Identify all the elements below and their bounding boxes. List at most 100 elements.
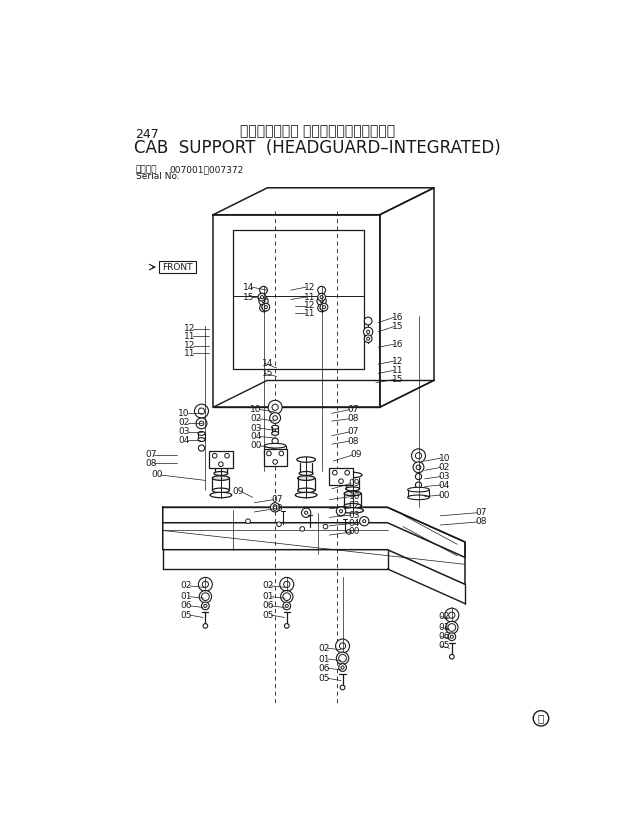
Ellipse shape bbox=[211, 457, 230, 462]
Ellipse shape bbox=[212, 476, 229, 480]
Circle shape bbox=[273, 416, 278, 420]
Circle shape bbox=[283, 581, 290, 587]
Text: 02: 02 bbox=[262, 581, 273, 590]
Circle shape bbox=[317, 286, 326, 294]
Text: 09: 09 bbox=[348, 479, 360, 488]
Text: 15: 15 bbox=[262, 369, 273, 378]
Text: 05: 05 bbox=[439, 642, 450, 651]
Circle shape bbox=[365, 335, 372, 342]
Text: 02: 02 bbox=[181, 581, 192, 590]
Circle shape bbox=[336, 507, 346, 516]
Text: 00: 00 bbox=[348, 528, 360, 537]
Text: Serial No.: Serial No. bbox=[136, 172, 179, 181]
Text: ⓤ: ⓤ bbox=[538, 714, 544, 724]
Text: 12: 12 bbox=[184, 342, 195, 350]
Circle shape bbox=[320, 295, 323, 299]
Circle shape bbox=[270, 503, 280, 512]
Circle shape bbox=[202, 581, 208, 587]
Text: 07: 07 bbox=[272, 495, 283, 504]
Text: 06: 06 bbox=[319, 664, 330, 673]
Text: 14: 14 bbox=[262, 359, 273, 368]
Circle shape bbox=[336, 653, 348, 664]
Circle shape bbox=[332, 471, 337, 475]
Circle shape bbox=[198, 408, 205, 414]
Circle shape bbox=[196, 418, 207, 429]
Text: 15: 15 bbox=[242, 293, 254, 302]
Circle shape bbox=[198, 577, 212, 591]
Circle shape bbox=[195, 404, 208, 418]
Circle shape bbox=[533, 710, 549, 726]
Circle shape bbox=[366, 330, 370, 333]
Circle shape bbox=[304, 511, 308, 514]
Text: 15: 15 bbox=[392, 375, 404, 384]
Circle shape bbox=[320, 306, 323, 309]
Text: FRONT: FRONT bbox=[162, 263, 193, 271]
Circle shape bbox=[448, 633, 456, 641]
Text: 10: 10 bbox=[250, 405, 262, 414]
Circle shape bbox=[415, 474, 422, 480]
Circle shape bbox=[280, 590, 293, 603]
Text: 11: 11 bbox=[184, 332, 195, 341]
Text: CAB  SUPPORT  (HEADGUARD–INTEGRATED): CAB SUPPORT (HEADGUARD–INTEGRATED) bbox=[135, 139, 501, 157]
Ellipse shape bbox=[264, 443, 286, 448]
Circle shape bbox=[450, 635, 453, 638]
Circle shape bbox=[270, 413, 280, 423]
Text: 02: 02 bbox=[439, 463, 450, 471]
Text: 05: 05 bbox=[180, 610, 192, 619]
Circle shape bbox=[279, 452, 284, 456]
Circle shape bbox=[203, 624, 208, 629]
Circle shape bbox=[273, 506, 277, 509]
Circle shape bbox=[273, 460, 278, 464]
Circle shape bbox=[225, 453, 229, 458]
Circle shape bbox=[322, 306, 326, 308]
Text: 07: 07 bbox=[347, 428, 359, 437]
Text: 03: 03 bbox=[348, 510, 360, 519]
Text: 08: 08 bbox=[347, 414, 359, 423]
Circle shape bbox=[272, 404, 278, 410]
Circle shape bbox=[258, 294, 266, 301]
Text: 11: 11 bbox=[184, 349, 195, 358]
Circle shape bbox=[340, 686, 345, 690]
Circle shape bbox=[300, 527, 304, 531]
Text: 09: 09 bbox=[350, 451, 362, 460]
Circle shape bbox=[204, 605, 207, 608]
Text: 16: 16 bbox=[392, 313, 404, 322]
Circle shape bbox=[202, 602, 210, 609]
Circle shape bbox=[448, 624, 456, 631]
Ellipse shape bbox=[346, 487, 360, 490]
Text: 06: 06 bbox=[180, 601, 192, 610]
Text: 00: 00 bbox=[439, 490, 450, 500]
Circle shape bbox=[415, 452, 422, 459]
Text: 02: 02 bbox=[179, 418, 190, 427]
Circle shape bbox=[246, 519, 250, 523]
Circle shape bbox=[416, 465, 421, 470]
Text: キャブ取付部品 （ヘッドガード一体型）: キャブ取付部品 （ヘッドガード一体型） bbox=[240, 125, 396, 139]
Circle shape bbox=[268, 400, 282, 414]
Text: 08: 08 bbox=[475, 518, 487, 527]
Ellipse shape bbox=[343, 472, 362, 478]
Circle shape bbox=[366, 337, 370, 340]
Ellipse shape bbox=[344, 491, 361, 496]
Ellipse shape bbox=[344, 504, 361, 508]
Text: 05: 05 bbox=[262, 610, 273, 619]
Text: 10: 10 bbox=[439, 453, 450, 462]
Text: 03: 03 bbox=[250, 423, 262, 433]
Text: 03: 03 bbox=[439, 472, 450, 481]
Circle shape bbox=[199, 421, 204, 426]
Circle shape bbox=[264, 306, 267, 308]
Ellipse shape bbox=[212, 488, 229, 493]
Circle shape bbox=[347, 529, 351, 534]
Text: 15: 15 bbox=[392, 322, 404, 331]
Text: 03: 03 bbox=[179, 428, 190, 437]
Circle shape bbox=[341, 666, 344, 669]
Text: 11: 11 bbox=[304, 293, 316, 302]
Text: 16: 16 bbox=[392, 340, 404, 349]
Text: 01: 01 bbox=[262, 592, 273, 601]
Ellipse shape bbox=[264, 452, 286, 456]
Circle shape bbox=[340, 643, 346, 649]
Circle shape bbox=[339, 654, 347, 662]
Text: 01: 01 bbox=[180, 592, 192, 601]
Circle shape bbox=[272, 438, 278, 444]
Circle shape bbox=[365, 317, 372, 325]
Text: 07: 07 bbox=[475, 509, 487, 517]
